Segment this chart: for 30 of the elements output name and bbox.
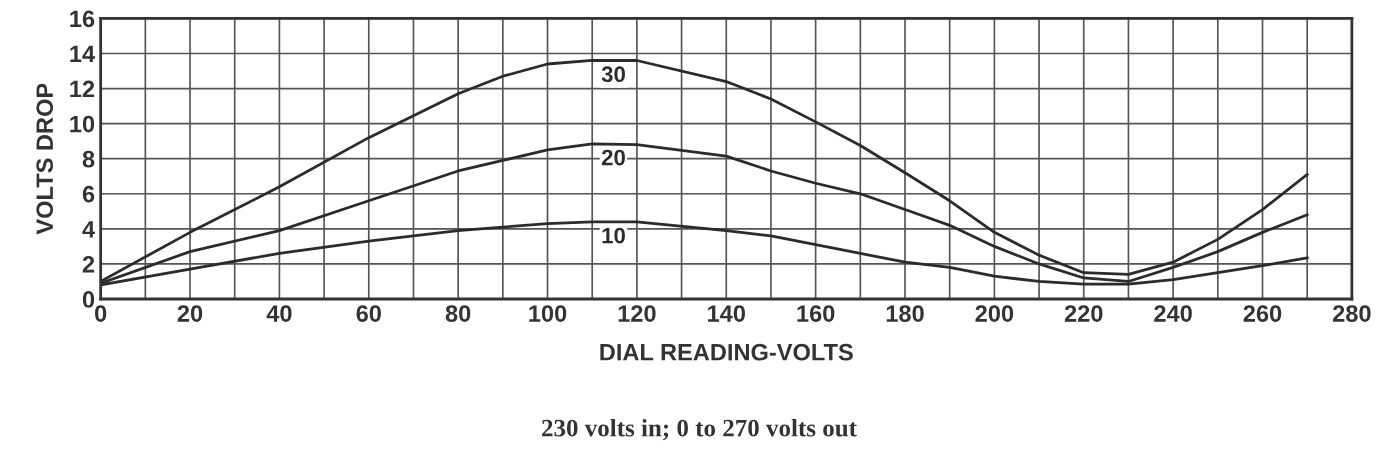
- y-tick-label: 8: [82, 150, 95, 168]
- x-tick-label: 180: [886, 305, 924, 322]
- series-label: 10: [602, 227, 625, 244]
- x-axis-title: DIAL READING-VOLTS: [600, 343, 853, 361]
- series-label: 20: [601, 149, 625, 166]
- x-tick-label: 0: [95, 305, 107, 322]
- text: 230 volts in; 0 to 270 volts out: [542, 418, 857, 441]
- x-tick-label: 240: [1154, 305, 1192, 322]
- x-tick-label: 20: [177, 305, 203, 322]
- x-tick-label: 160: [797, 305, 835, 322]
- x-tick-label: 80: [445, 305, 471, 322]
- y-tick-label: 14: [70, 45, 95, 63]
- x-tick-label: 100: [529, 305, 567, 322]
- y-axis-title: VOLTS DROP: [36, 83, 54, 235]
- x-tick-label: 220: [1064, 305, 1103, 322]
- x-tick-label: 280: [1332, 305, 1371, 322]
- series-label: 30: [601, 66, 625, 83]
- x-tick-label: 200: [975, 305, 1014, 322]
- y-tick-label: 10: [70, 115, 95, 133]
- y-tick-label: 0: [82, 291, 95, 308]
- x-tick-label: 60: [356, 305, 381, 322]
- y-tick-label: 6: [82, 185, 95, 203]
- x-tick-label: 120: [618, 305, 656, 322]
- y-tick-label: 16: [70, 10, 95, 28]
- x-tick-label: 40: [266, 305, 292, 322]
- x-tick-label: 260: [1243, 305, 1282, 322]
- x-tick-label: 140: [708, 305, 745, 322]
- y-tick-label: 12: [70, 80, 95, 98]
- y-tick-label: 2: [82, 255, 95, 273]
- y-tick-label: 4: [82, 221, 95, 238]
